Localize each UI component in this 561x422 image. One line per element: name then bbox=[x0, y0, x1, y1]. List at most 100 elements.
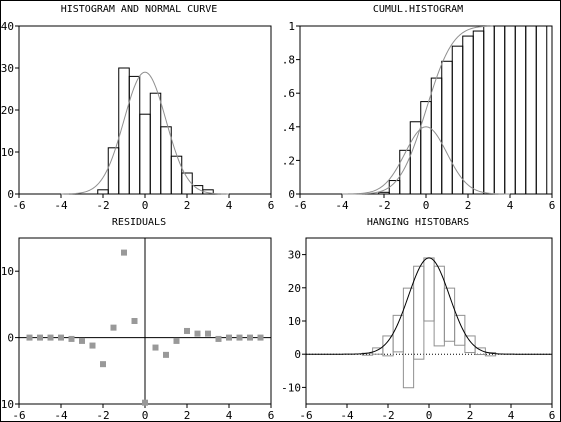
cumulative-bar bbox=[399, 149, 411, 195]
y-tick-label: -10 bbox=[281, 381, 301, 394]
cumulative-bar bbox=[483, 25, 495, 195]
residual-point bbox=[142, 399, 148, 406]
residual-point bbox=[215, 335, 222, 342]
hanging-bar bbox=[474, 347, 486, 356]
y-tick-label: .4 bbox=[282, 121, 296, 134]
residual-point bbox=[100, 361, 106, 368]
histogram-bar bbox=[202, 189, 214, 195]
residual-point bbox=[89, 342, 96, 349]
x-tick-label: -4 bbox=[54, 199, 68, 212]
y-tick-label: 0 bbox=[288, 188, 295, 201]
x-tick-label: 6 bbox=[268, 409, 275, 422]
panel-hanging-histobars: HANGING HISTOBARS -6 -4 -2 0 2 4 6 -10 0 10 20 30 bbox=[281, 217, 555, 422]
y-tick-label: .6 bbox=[282, 87, 295, 100]
y-tick-label: 0 bbox=[7, 332, 14, 345]
residual-point bbox=[47, 334, 54, 341]
chart-title: RESIDUALS bbox=[112, 217, 166, 228]
panel-cumulative-histogram: CUMUL.HISTOGRAM -6 -4 -2 0 2 4 6 0 .2 .4 .6 .8 1 bbox=[282, 4, 556, 212]
x-tick-label: 0 bbox=[142, 409, 149, 422]
cumulative-bar bbox=[430, 77, 443, 195]
cumulative-bar bbox=[514, 25, 527, 195]
cumulative-bar bbox=[535, 25, 548, 195]
cumulative-bar bbox=[504, 25, 516, 195]
cumulative-bar bbox=[441, 60, 453, 195]
cumulative-bar bbox=[462, 35, 474, 195]
y-tick-label: 20 bbox=[288, 282, 301, 295]
x-tick-label: -4 bbox=[335, 199, 349, 212]
residual-point bbox=[68, 335, 75, 342]
x-tick-label: 2 bbox=[184, 199, 191, 212]
cumulative-bar bbox=[378, 191, 390, 195]
x-tick-label: -2 bbox=[96, 409, 109, 422]
normal-curve bbox=[60, 71, 230, 195]
x-tick-label: -6 bbox=[12, 199, 25, 212]
residual-point bbox=[131, 318, 138, 324]
hanging-bar bbox=[423, 257, 435, 322]
x-tick-label: 0 bbox=[423, 199, 430, 212]
residual-point bbox=[226, 334, 232, 341]
histogram-bar bbox=[170, 155, 183, 195]
residual-point bbox=[257, 334, 264, 341]
x-tick-label: -2 bbox=[381, 409, 394, 422]
normal-curve bbox=[306, 257, 552, 355]
x-tick-label: 2 bbox=[184, 409, 191, 422]
x-tick-label: 4 bbox=[507, 199, 514, 212]
residual-point bbox=[110, 324, 117, 331]
cumulative-bar bbox=[420, 101, 432, 195]
x-tick-label: -4 bbox=[54, 409, 68, 422]
residual-point bbox=[184, 327, 190, 334]
x-tick-label: -6 bbox=[293, 199, 306, 212]
x-tick-label: 6 bbox=[268, 199, 275, 212]
y-tick-label: 30 bbox=[288, 249, 301, 262]
x-tick-label: 4 bbox=[226, 199, 233, 212]
cumulative-bar bbox=[493, 25, 506, 195]
chart-title: CUMUL.HISTOGRAM bbox=[373, 4, 463, 15]
x-tick-label: 4 bbox=[226, 409, 233, 422]
chart-title: HANGING HISTOBARS bbox=[367, 217, 469, 228]
residual-point bbox=[121, 249, 127, 256]
x-tick-label: 2 bbox=[465, 199, 472, 212]
hanging-bar bbox=[464, 335, 476, 354]
x-tick-label: 0 bbox=[426, 409, 433, 422]
x-tick-label: 6 bbox=[549, 409, 556, 422]
normal-density-curve bbox=[341, 126, 511, 195]
hanging-bar bbox=[454, 314, 466, 346]
residual-point bbox=[247, 334, 253, 341]
residual-point bbox=[205, 330, 211, 337]
histogram-bar bbox=[160, 126, 172, 195]
residual-point bbox=[79, 337, 85, 344]
hanging-bar bbox=[443, 287, 456, 342]
residual-point bbox=[37, 334, 43, 341]
residual-point bbox=[152, 344, 159, 351]
residual-point bbox=[163, 351, 169, 358]
residual-point bbox=[58, 334, 64, 341]
histogram-bar bbox=[149, 92, 162, 195]
y-tick-label: .8 bbox=[282, 54, 295, 67]
y-tick-label: 1 bbox=[288, 20, 295, 33]
cumulative-bar bbox=[472, 30, 485, 195]
y-tick-label: 20 bbox=[1, 104, 14, 117]
x-tick-label: -4 bbox=[340, 409, 354, 422]
x-tick-label: 4 bbox=[508, 409, 515, 422]
y-tick-label: -10 bbox=[0, 398, 14, 411]
histogram-bar bbox=[191, 185, 204, 195]
residual-point bbox=[26, 334, 33, 341]
panel-histogram: HISTOGRAM AND NORMAL CURVE -6 -4 -2 0 2 4 6 0 10… bbox=[1, 4, 275, 212]
y-tick-label: .2 bbox=[282, 154, 295, 167]
histogram-bar bbox=[118, 67, 130, 195]
y-tick-label: 10 bbox=[288, 315, 301, 328]
y-tick-label: 40 bbox=[1, 20, 14, 33]
y-tick-label: 10 bbox=[1, 146, 14, 159]
hanging-bar bbox=[413, 265, 425, 360]
y-tick-label: 0 bbox=[294, 348, 301, 361]
x-tick-label: -2 bbox=[377, 199, 390, 212]
histogram-bar bbox=[128, 75, 141, 195]
histogram-bar bbox=[139, 113, 151, 195]
residual-point bbox=[236, 334, 243, 341]
histogram-bar bbox=[97, 189, 109, 195]
residual-point bbox=[194, 330, 201, 337]
x-tick-label: -6 bbox=[12, 409, 25, 422]
x-tick-label: 2 bbox=[467, 409, 474, 422]
